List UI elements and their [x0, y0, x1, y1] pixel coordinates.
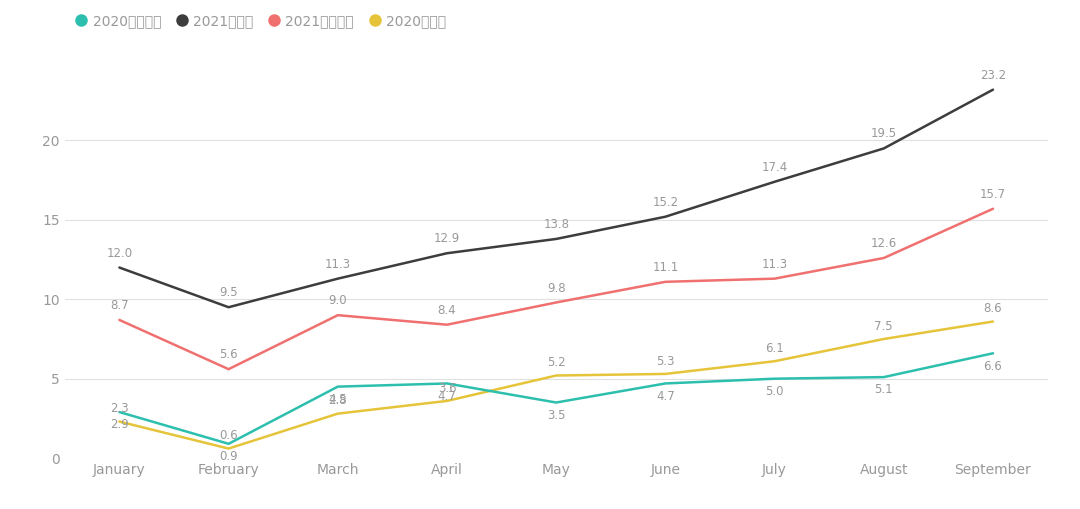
- Text: 15.2: 15.2: [652, 196, 678, 209]
- Text: 7.5: 7.5: [875, 320, 893, 333]
- Text: 2.3: 2.3: [110, 402, 129, 415]
- 2021年装机量: [550, 299, 563, 305]
- Text: 23.2: 23.2: [980, 69, 1007, 82]
- Text: 4.7: 4.7: [656, 390, 675, 403]
- Text: 3.6: 3.6: [437, 382, 457, 394]
- 2020年产量: [768, 358, 781, 364]
- Line: 2021年装机量: 2021年装机量: [120, 209, 993, 369]
- Text: 5.6: 5.6: [219, 348, 238, 361]
- Legend: 2020年装机量, 2021年产量, 2021年装机量, 2020年产量: 2020年装机量, 2021年产量, 2021年装机量, 2020年产量: [71, 9, 451, 34]
- Text: 12.9: 12.9: [434, 232, 460, 245]
- Text: 8.7: 8.7: [110, 299, 129, 312]
- 2021年装机量: [659, 279, 672, 285]
- 2020年装机量: [332, 384, 345, 390]
- Text: 15.7: 15.7: [980, 188, 1007, 201]
- 2021年装机量: [441, 322, 454, 328]
- 2021年装机量: [113, 317, 126, 323]
- Text: 8.6: 8.6: [984, 302, 1002, 315]
- Text: 0.6: 0.6: [219, 429, 238, 442]
- 2020年装机量: [222, 441, 235, 447]
- 2021年产量: [768, 179, 781, 185]
- Text: 17.4: 17.4: [761, 161, 787, 174]
- Text: 13.8: 13.8: [543, 218, 569, 231]
- 2020年产量: [986, 319, 999, 325]
- 2020年装机量: [441, 380, 454, 386]
- 2021年装机量: [877, 255, 890, 261]
- 2020年产量: [222, 445, 235, 451]
- Line: 2020年产量: 2020年产量: [120, 322, 993, 448]
- 2020年装机量: [113, 409, 126, 415]
- Text: 19.5: 19.5: [870, 127, 896, 140]
- Text: 9.5: 9.5: [219, 286, 238, 299]
- Text: 9.8: 9.8: [546, 281, 566, 295]
- Text: 9.0: 9.0: [328, 294, 347, 307]
- Text: 8.4: 8.4: [437, 304, 457, 317]
- 2021年产量: [986, 87, 999, 93]
- Text: 2.9: 2.9: [110, 418, 129, 432]
- Text: 6.1: 6.1: [766, 342, 784, 355]
- Text: 11.3: 11.3: [325, 258, 351, 271]
- 2021年产量: [113, 265, 126, 271]
- 2020年产量: [659, 371, 672, 377]
- Line: 2021年产量: 2021年产量: [120, 90, 993, 307]
- Text: 11.1: 11.1: [652, 261, 678, 274]
- Text: 4.7: 4.7: [437, 390, 457, 403]
- 2020年装机量: [550, 400, 563, 406]
- 2021年产量: [550, 236, 563, 242]
- 2021年装机量: [986, 206, 999, 212]
- Text: 12.6: 12.6: [870, 237, 896, 250]
- 2020年产量: [877, 336, 890, 342]
- 2021年装机量: [768, 275, 781, 281]
- 2020年产量: [441, 398, 454, 404]
- Text: 6.6: 6.6: [984, 360, 1002, 373]
- Text: 4.5: 4.5: [328, 393, 347, 406]
- 2021年产量: [332, 275, 345, 281]
- Text: 5.3: 5.3: [657, 355, 675, 367]
- Text: 0.9: 0.9: [219, 450, 238, 463]
- 2020年装机量: [659, 380, 672, 386]
- Text: 5.1: 5.1: [875, 383, 893, 397]
- Text: 12.0: 12.0: [106, 246, 133, 260]
- 2020年装机量: [877, 374, 890, 380]
- 2020年产量: [113, 418, 126, 425]
- 2020年装机量: [986, 350, 999, 356]
- Text: 5.2: 5.2: [546, 356, 566, 369]
- 2021年产量: [659, 214, 672, 220]
- 2020年装机量: [768, 376, 781, 382]
- 2021年产量: [222, 304, 235, 310]
- 2020年产量: [550, 373, 563, 379]
- 2021年装机量: [222, 366, 235, 372]
- Line: 2020年装机量: 2020年装机量: [120, 353, 993, 444]
- Text: 3.5: 3.5: [546, 409, 566, 422]
- 2021年产量: [441, 250, 454, 257]
- Text: 11.3: 11.3: [761, 258, 787, 271]
- 2021年产量: [877, 146, 890, 152]
- 2021年装机量: [332, 312, 345, 318]
- Text: 2.8: 2.8: [328, 394, 347, 407]
- 2020年产量: [332, 411, 345, 417]
- Text: 5.0: 5.0: [766, 385, 784, 398]
